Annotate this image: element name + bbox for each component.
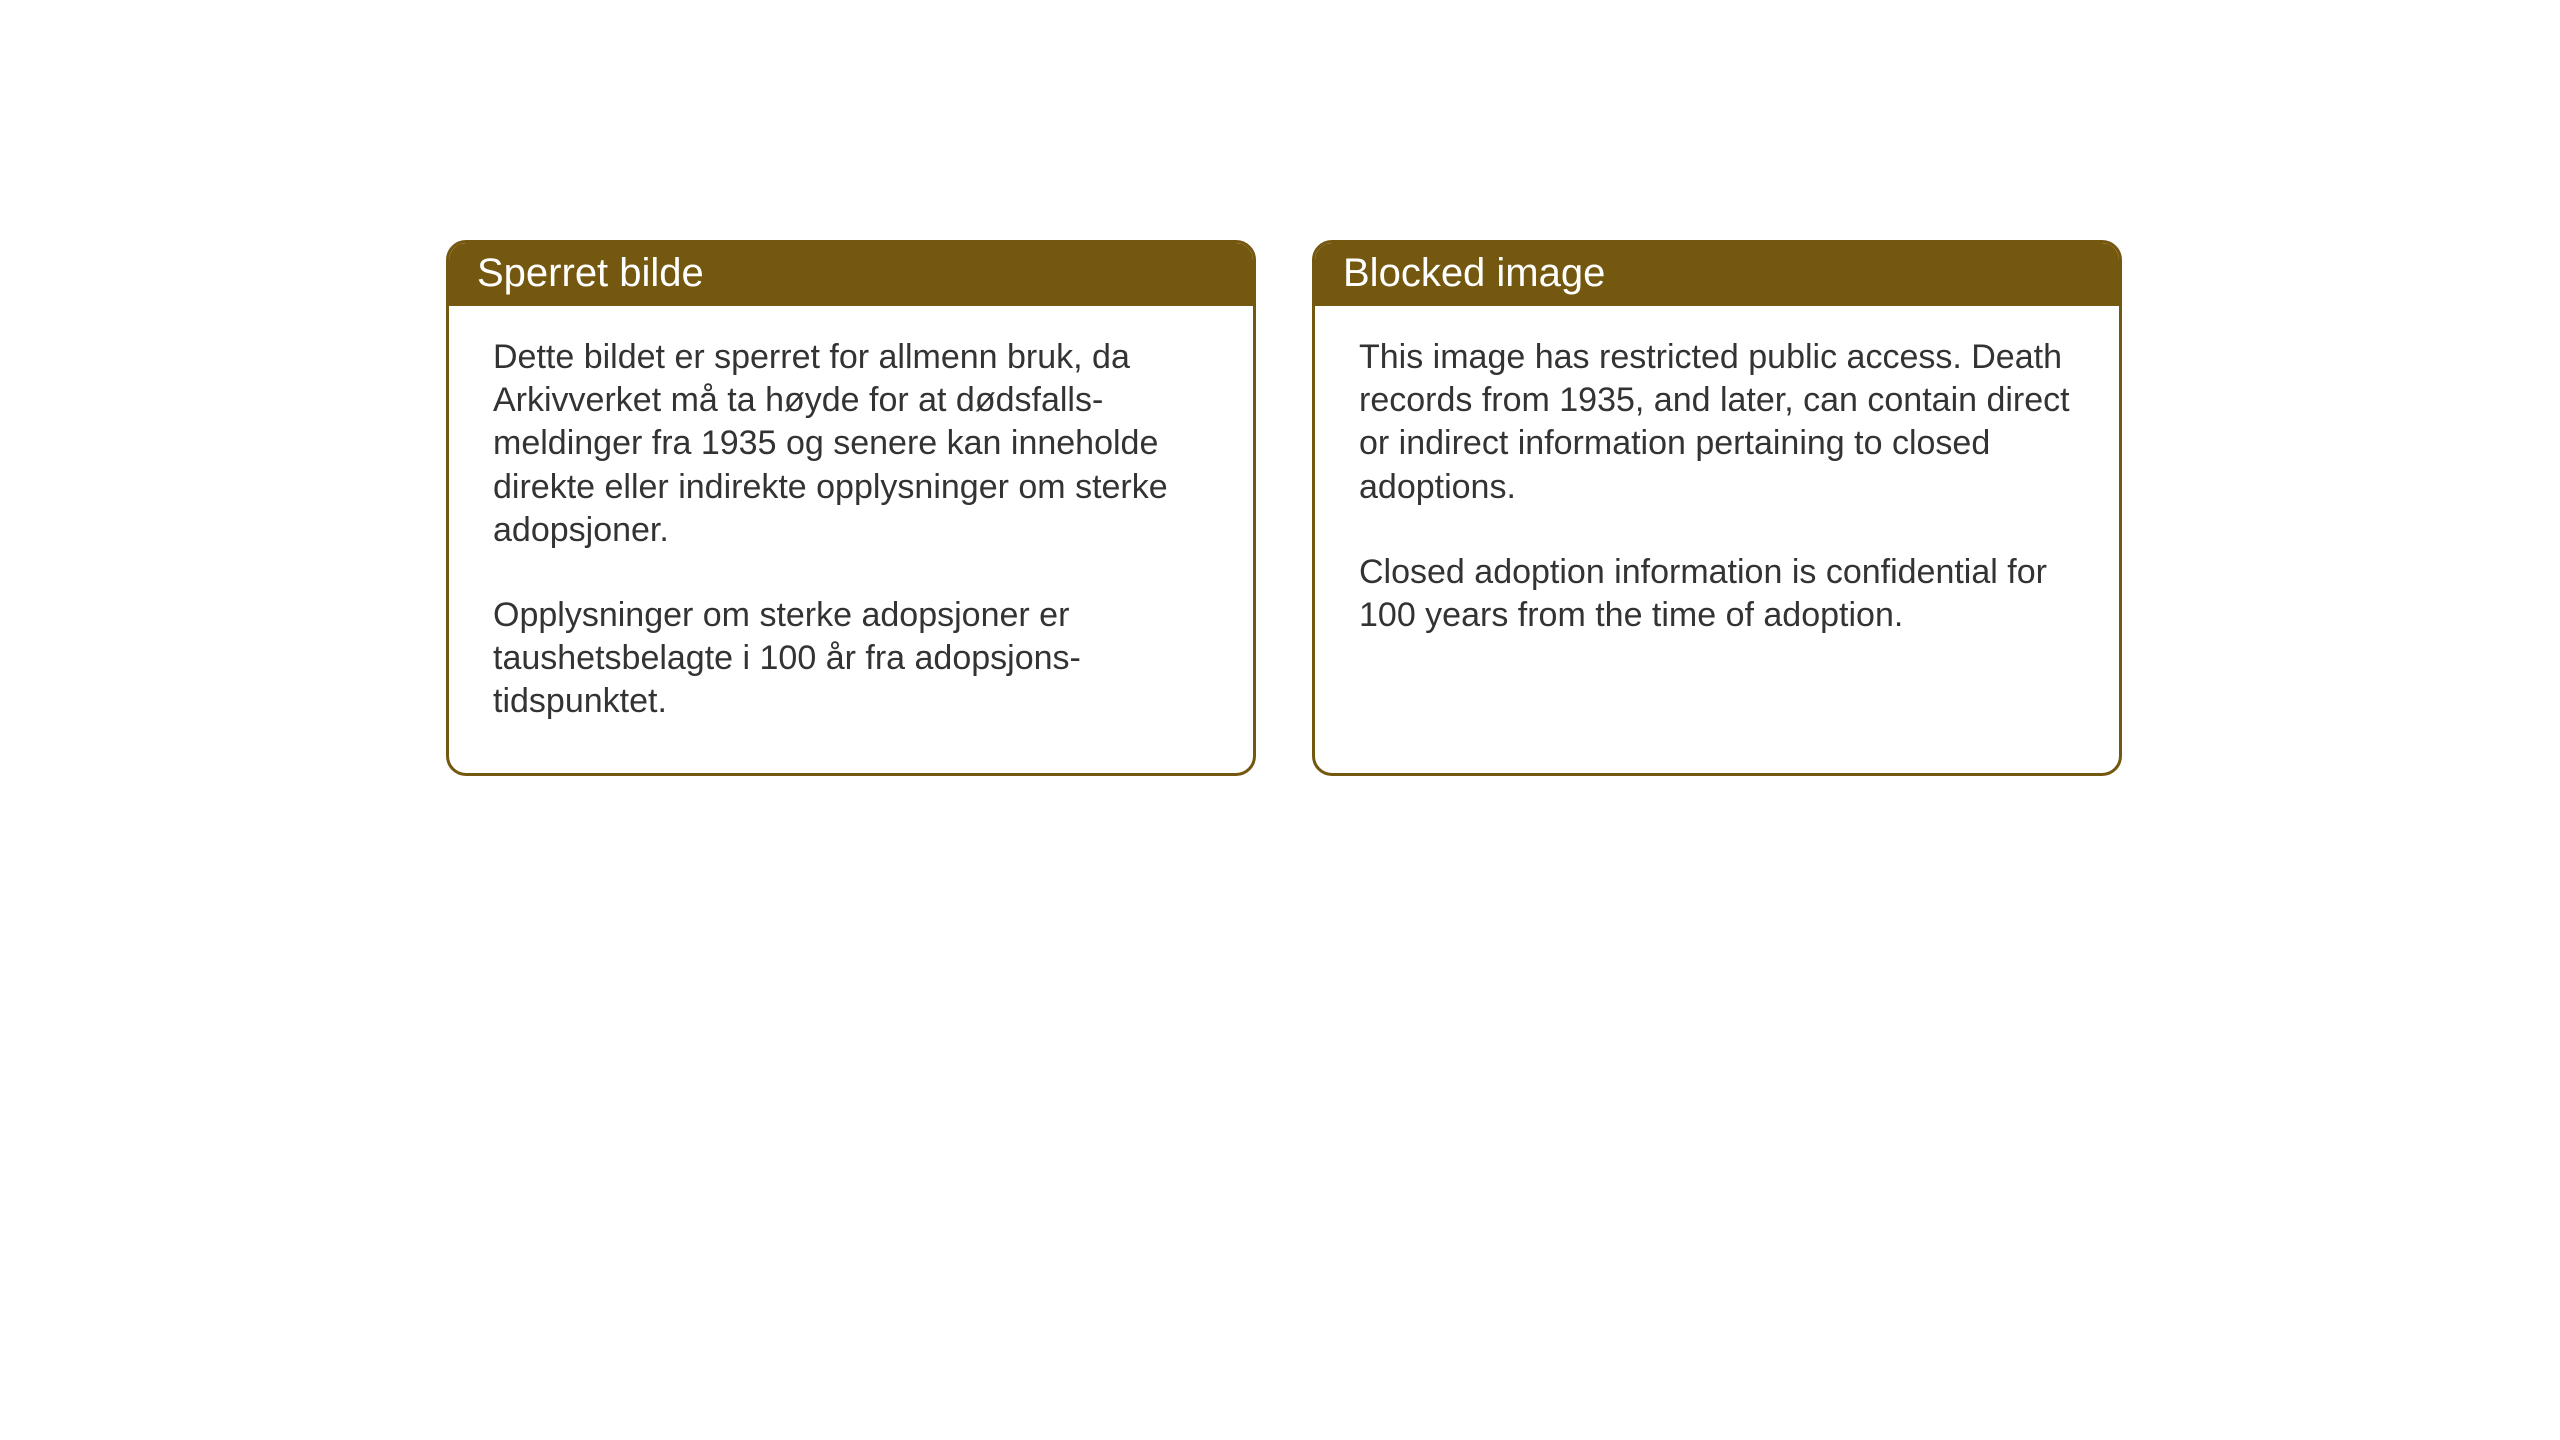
card-norwegian-paragraph-1: Dette bildet er sperret for allmenn bruk… [493, 336, 1209, 552]
card-norwegian-title: Sperret bilde [477, 251, 704, 295]
card-norwegian-paragraph-2: Opplysninger om sterke adopsjoner er tau… [493, 594, 1209, 724]
card-english-paragraph-2: Closed adoption information is confident… [1359, 551, 2075, 637]
cards-container: Sperret bilde Dette bildet er sperret fo… [446, 240, 2122, 776]
card-norwegian-body: Dette bildet er sperret for allmenn bruk… [449, 306, 1253, 773]
card-norwegian-header: Sperret bilde [449, 243, 1253, 306]
card-norwegian: Sperret bilde Dette bildet er sperret fo… [446, 240, 1256, 776]
card-english-paragraph-1: This image has restricted public access.… [1359, 336, 2075, 509]
card-english-body: This image has restricted public access.… [1315, 306, 2119, 687]
card-english-header: Blocked image [1315, 243, 2119, 306]
card-english-title: Blocked image [1343, 251, 1605, 295]
card-english: Blocked image This image has restricted … [1312, 240, 2122, 776]
